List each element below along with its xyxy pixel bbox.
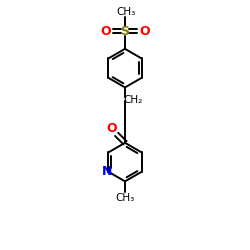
Text: CH₃: CH₃ (116, 7, 136, 17)
Text: O: O (139, 24, 149, 38)
Text: CH₃: CH₃ (116, 193, 134, 203)
Text: O: O (107, 122, 118, 136)
Text: O: O (100, 24, 111, 38)
Text: S: S (120, 24, 130, 38)
Text: N: N (102, 165, 112, 178)
Text: CH₂: CH₂ (123, 95, 142, 105)
